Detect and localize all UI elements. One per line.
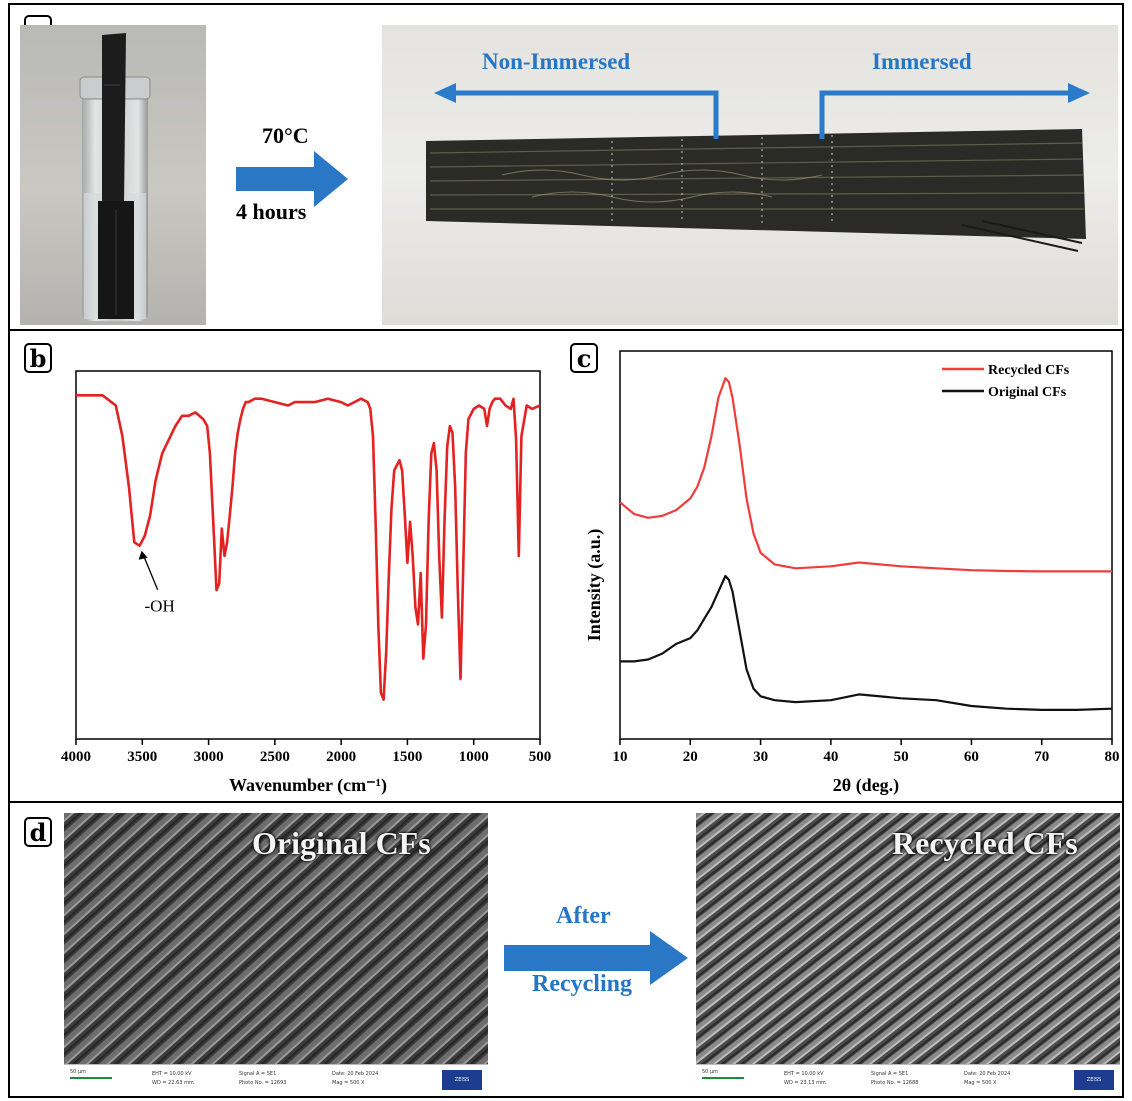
x-tick-label: 20 (683, 749, 698, 765)
sem-texture-recycled (696, 813, 1120, 1065)
plot-frame (75, 370, 541, 740)
x-tick-label: 3000 (194, 749, 224, 765)
x-tick-label: 40 (823, 749, 838, 765)
duration-label: 4 hours (236, 199, 307, 224)
sem-texture-original (64, 813, 488, 1065)
x-tick-label: 1000 (459, 749, 489, 765)
date-value: Date: 20 Feb 2024 (964, 1071, 1011, 1077)
y-axis-label: Intensity (a.u.) (584, 529, 605, 642)
mag-value: Mag = 500 X (964, 1080, 997, 1086)
legend-label: Original CFs (988, 385, 1067, 400)
photo-number: Photo No. = 12693 (239, 1080, 287, 1086)
x-tick-label: 10 (613, 749, 628, 765)
fiber-strip-photo: Non-Immersed Immersed (382, 25, 1118, 325)
x-tick-label: 3500 (127, 749, 157, 765)
panel-a: a 70°C 4 hours (8, 3, 1124, 331)
panel-d: d Original CFs 50 μm EHT = 10.00 kV WD =… (8, 801, 1124, 1098)
panel-label-d: d (24, 817, 52, 847)
x-tick-label: 1500 (392, 749, 422, 765)
panel-bc: 4000 3500 3000 2500 2000 1500 1000 500 Wavenumbe… (8, 329, 1124, 803)
annotation-oh: -OH (145, 597, 175, 616)
recycling-label: Recycling (532, 971, 632, 997)
x-tick-label: 2500 (260, 749, 290, 765)
scale-bar (702, 1077, 744, 1079)
region-arrows (434, 83, 1090, 139)
x-axis-label: 2θ (deg.) (833, 775, 899, 796)
temperature-label: 70°C (262, 123, 309, 148)
scale-label: 50 μm (70, 1069, 87, 1075)
process-arrow (236, 151, 348, 207)
signal-value: Signal A = SE1 (871, 1071, 909, 1077)
mag-value: Mag = 500 X (332, 1080, 365, 1086)
zeiss-logo: ZEISS (1074, 1070, 1114, 1090)
xrd-series-line-1 (620, 574, 1113, 711)
sem-info-bar-original: 50 μm EHT = 10.00 kV WD = 22.63 mm Signa… (64, 1064, 488, 1095)
photo-number: Photo No. = 12688 (871, 1080, 919, 1086)
eht-value: EHT = 10.00 kV (784, 1071, 824, 1077)
non-immersed-label: Non-Immersed (482, 49, 631, 74)
vial-illustration (79, 33, 151, 321)
sem-image-recycled: Recycled CFs 50 μm EHT = 10.00 kV WD = 2… (696, 813, 1120, 1095)
x-tick-label: 4000 (61, 749, 91, 765)
x-tick-label: 30 (753, 749, 768, 765)
wd-value: WD = 23.13 mm (784, 1080, 826, 1086)
scale-bar (70, 1077, 112, 1079)
x-tick-label: 500 (529, 749, 552, 765)
vial-photo (20, 25, 206, 325)
xrd-series-line-0 (619, 377, 1112, 573)
annotation-arrow (143, 555, 159, 590)
panel-label-b: b (24, 343, 52, 373)
recycling-arrow (504, 931, 688, 985)
ftir-chart: 4000 3500 3000 2500 2000 1500 1000 500 Wavenumbe… (61, 370, 552, 796)
x-tick-label: 80 (1105, 749, 1120, 765)
sem-image-original: Original CFs 50 μm EHT = 10.00 kV WD = 2… (64, 813, 488, 1095)
eht-value: EHT = 10.00 kV (152, 1071, 192, 1077)
plot-frame (619, 350, 1113, 740)
scale-label: 50 μm (702, 1069, 719, 1075)
sem-info-bar-recycled: 50 μm EHT = 10.00 kV WD = 23.13 mm Signa… (696, 1064, 1120, 1095)
wd-value: WD = 22.63 mm (152, 1080, 194, 1086)
after-label: After (556, 903, 611, 929)
x-axis-label: Wavenumber (cm⁻¹) (229, 775, 387, 796)
fiber-strip-illustration (426, 129, 1086, 252)
xrd-chart: 10 20 30 40 50 60 70 80 Recycled CFs Original CFs… (584, 350, 1120, 796)
zeiss-logo: ZEISS (442, 1070, 482, 1090)
x-tick-label: 70 (1034, 749, 1049, 765)
immersed-label: Immersed (872, 49, 972, 74)
x-tick-label: 60 (964, 749, 979, 765)
panel-label-c: c (570, 343, 598, 373)
date-value: Date: 20 Feb 2024 (332, 1071, 379, 1077)
signal-value: Signal A = SE1 (239, 1071, 277, 1077)
legend-label: Recycled CFs (988, 363, 1070, 378)
sem-title-original: Original CFs (252, 825, 431, 861)
x-tick-label: 2000 (326, 749, 356, 765)
annotation-arrowhead (138, 550, 148, 560)
x-tick-label: 50 (894, 749, 909, 765)
ftir-series-line (76, 394, 541, 701)
sem-title-recycled: Recycled CFs (892, 825, 1078, 861)
